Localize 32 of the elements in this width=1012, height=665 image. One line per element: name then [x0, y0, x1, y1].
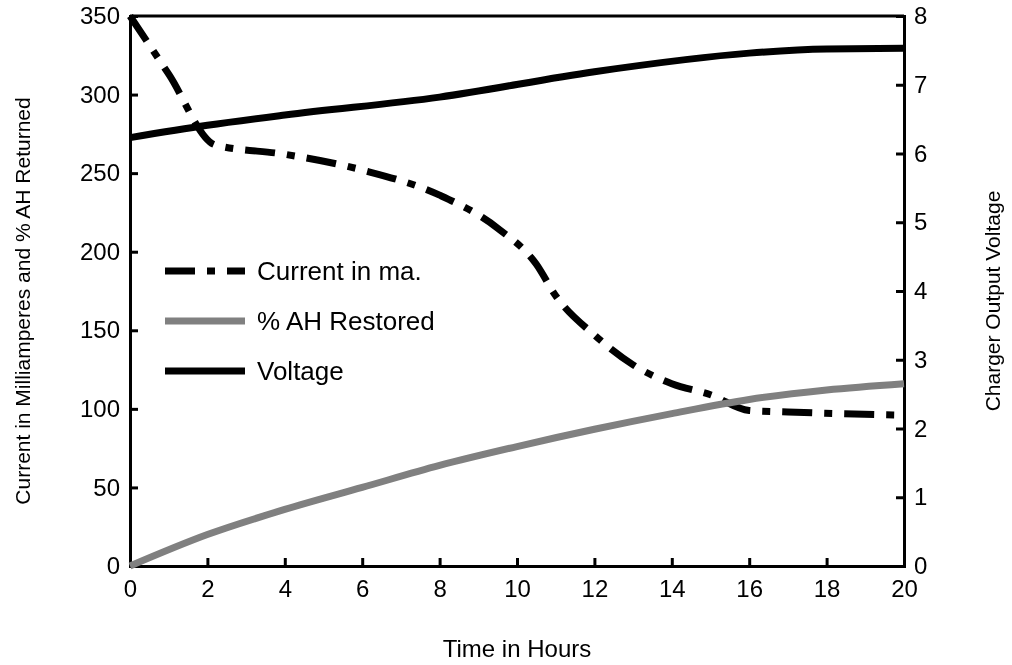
- y-tick-label: 250: [79, 159, 120, 187]
- legend-label: Current in ma.: [257, 256, 422, 286]
- x-tick-label: 8: [433, 575, 447, 603]
- y2-tick-label: 1: [914, 483, 928, 511]
- y-tick-label: 350: [79, 2, 120, 30]
- y-tick-label: 300: [79, 80, 120, 108]
- y-axis-title: Current in Milliamperes and % AH Returned: [11, 97, 34, 505]
- y-tick-label: 100: [79, 395, 120, 423]
- y2-tick-label: 4: [914, 277, 928, 305]
- y2-tick-label: 3: [914, 345, 928, 373]
- y2-tick-label: 5: [914, 208, 928, 236]
- legend-label: Voltage: [257, 356, 344, 386]
- y2-tick-label: 6: [914, 139, 928, 167]
- x-tick-label: 12: [581, 575, 609, 603]
- y-tick-label: 150: [79, 316, 120, 344]
- y2-tick-label: 7: [914, 70, 928, 98]
- x-tick-label: 14: [658, 575, 686, 603]
- y2-tick-label: 8: [914, 2, 928, 30]
- legend-label: % AH Restored: [257, 306, 435, 336]
- x-tick-label: 6: [356, 575, 370, 603]
- y-tick-label: 0: [106, 552, 120, 580]
- x-tick-label: 0: [123, 575, 138, 603]
- y2-tick-label: 2: [914, 414, 928, 442]
- x-tick-label: 16: [736, 575, 764, 603]
- x-tick-label: 2: [201, 575, 215, 603]
- y-tick-label: 200: [79, 237, 120, 265]
- x-tick-label: 18: [813, 575, 841, 603]
- x-tick-label: 10: [504, 575, 531, 603]
- y2-axis-title: Charger Output Voltage: [981, 190, 1004, 412]
- x-axis-title: Time in Hours: [442, 635, 592, 662]
- x-tick-label: 4: [278, 575, 292, 603]
- y-tick-label: 50: [93, 473, 120, 501]
